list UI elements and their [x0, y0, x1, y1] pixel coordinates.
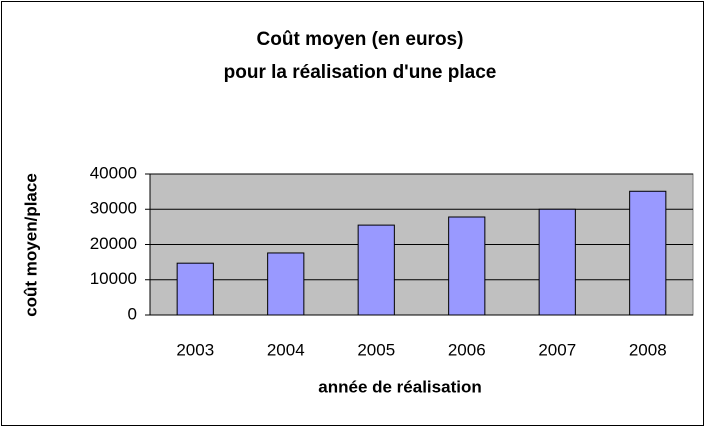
y-tick-label: 10000 [90, 269, 137, 288]
bar [448, 216, 486, 316]
y-tick-label: 0 [128, 304, 137, 323]
bar [538, 208, 576, 316]
x-tick-label: 2007 [538, 340, 576, 359]
chart-title: Coût moyen (en euros) [257, 29, 464, 50]
x-tick-label: 2006 [448, 340, 486, 359]
bar [267, 252, 305, 316]
x-tick-label: 2008 [629, 340, 667, 359]
y-axis-title: coût moyen/place [21, 173, 40, 317]
bar [357, 224, 395, 316]
bar [176, 262, 214, 316]
x-tick-label: 2003 [176, 340, 214, 359]
bar [629, 190, 667, 316]
x-axis-title: année de réalisation [318, 377, 481, 396]
x-tick-label: 2005 [357, 340, 395, 359]
x-tick-label: 2004 [267, 340, 305, 359]
chart-title: pour la réalisation d'une place [224, 62, 497, 83]
y-tick-label: 40000 [90, 163, 137, 182]
y-tick-label: 30000 [90, 199, 137, 218]
y-tick-label: 20000 [90, 234, 137, 253]
